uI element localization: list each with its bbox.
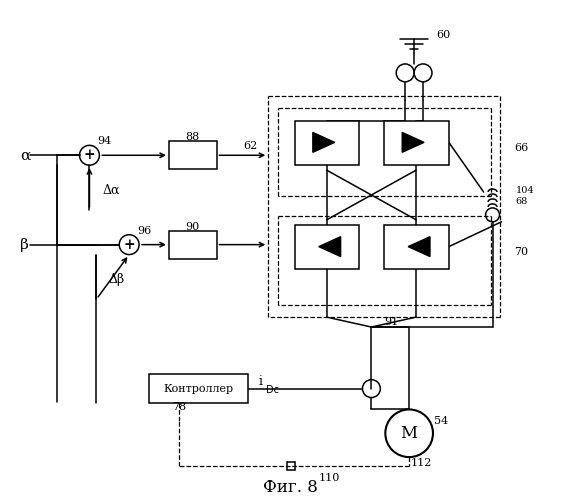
Text: 60: 60 <box>436 30 450 40</box>
Text: 66: 66 <box>514 144 528 154</box>
Text: +: + <box>84 148 95 162</box>
Text: Δα: Δα <box>102 184 120 196</box>
Text: 78: 78 <box>172 402 186 412</box>
Polygon shape <box>313 132 335 152</box>
Bar <box>385 120 449 165</box>
Text: 104: 104 <box>516 186 534 194</box>
Text: M: M <box>401 425 418 442</box>
Text: 90: 90 <box>186 222 200 232</box>
Bar <box>149 374 248 404</box>
Bar <box>385 225 449 270</box>
Text: Фиг. 8: Фиг. 8 <box>263 480 317 496</box>
Text: 110: 110 <box>319 473 340 483</box>
Polygon shape <box>402 132 424 152</box>
Polygon shape <box>408 236 430 256</box>
Text: Δβ: Δβ <box>108 273 125 286</box>
Text: 94: 94 <box>97 136 111 146</box>
Bar <box>169 142 216 169</box>
Text: 62: 62 <box>243 142 258 152</box>
Polygon shape <box>319 236 340 256</box>
Text: α: α <box>20 148 30 162</box>
Text: 91: 91 <box>384 317 398 327</box>
Bar <box>295 120 360 165</box>
Text: 54: 54 <box>434 416 448 426</box>
Text: 68: 68 <box>516 198 528 206</box>
Text: 112: 112 <box>411 458 432 468</box>
Text: 88: 88 <box>186 132 200 142</box>
Text: i: i <box>258 375 262 388</box>
Text: Dc: Dc <box>266 384 279 394</box>
Text: 70: 70 <box>514 246 528 256</box>
Text: Контроллер: Контроллер <box>164 384 234 394</box>
Text: β: β <box>20 238 29 252</box>
Bar <box>295 225 360 270</box>
Bar <box>169 230 216 258</box>
Text: 96: 96 <box>137 226 151 235</box>
Text: +: + <box>124 238 135 252</box>
